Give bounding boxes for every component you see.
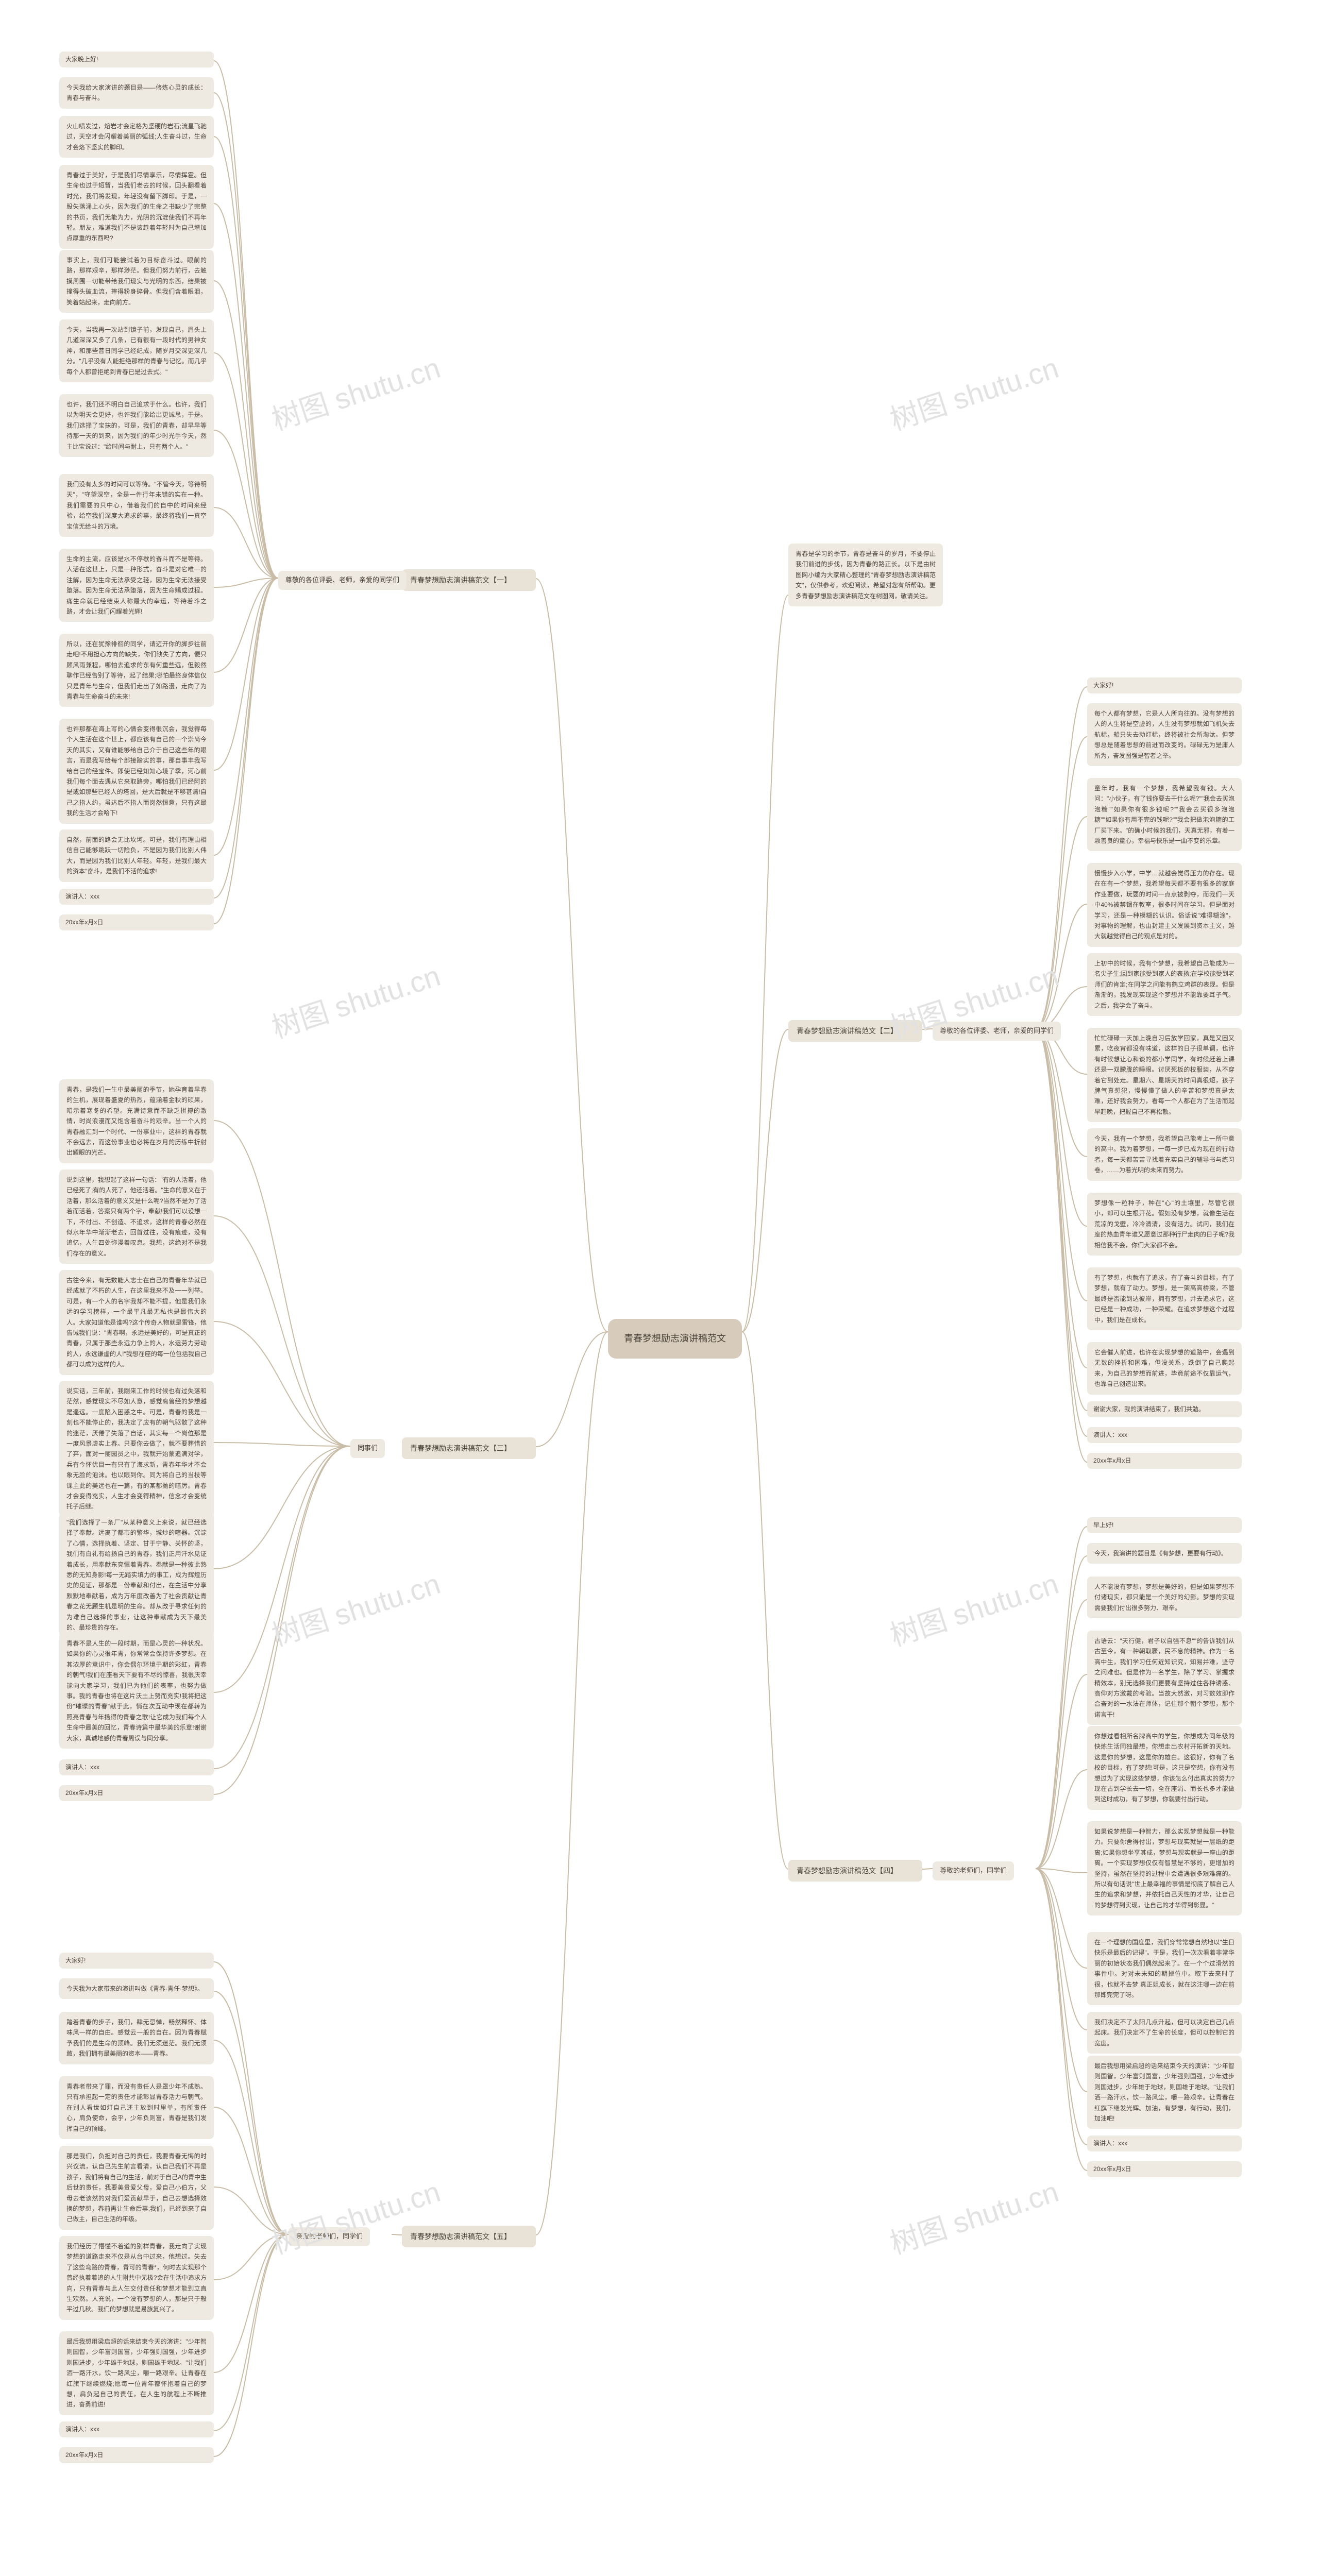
leaf-node: 上初中的时候，我有个梦想，我希望自己能成为一名尖子生;回到家能受到家人的表扬;在… xyxy=(1087,953,1242,1016)
sub-node: 同事们 xyxy=(350,1439,385,1458)
leaf-node: 青春不是人生的一段时期，而是心灵的一种状况。如果你的心灵很年青，你常常会保持许多… xyxy=(59,1633,214,1749)
root-node: 青春梦想励志演讲稿范文 xyxy=(608,1319,742,1359)
sub-node: 尊敬的各位评委、老师，亲爱的同学们 xyxy=(278,571,407,590)
section-node: 青春梦想励志演讲稿范文【二】 xyxy=(788,1020,922,1042)
leaf-node: 自然，前面的路会无比坎坷。可是，我们有理由相信自己能够跳跃一切险负，不是因为我们… xyxy=(59,829,214,882)
leaf-node: 今天我为大家带来的演讲叫做《青春·青任·梦想》。 xyxy=(59,1978,214,1999)
leaf-node: 童年时，我有一个梦想，我希望我有钱。大人问："小伙子，有了钱你要去干什么呢?""… xyxy=(1087,778,1242,851)
leaf-node: 每个人都有梦想，它是人人所向往的。没有梦想的人的人生将是空虚的，人生没有梦想就如… xyxy=(1087,703,1242,766)
leaf-node: 大家晚上好! xyxy=(59,52,214,67)
leaf-node: 忙忙碌碌一天加上晚自习后放学回家，真是又困又累，吃夜宵都没有味道，这样的日子很单… xyxy=(1087,1028,1242,1122)
leaf-node: 也许，我们还不明白自己追求于什么。也许，我们以为明天会更好，也许我们能给出更诚恳… xyxy=(59,394,214,457)
leaf-node: 古往今来，有无数能人志士在自己的青春年华就已经成就了不朽的人生，在这里我来不及一… xyxy=(59,1270,214,1375)
watermark: 树图 shutu.cn xyxy=(266,345,445,439)
leaf-node: 青春，是我们一生中最美丽的季节，她孕育着早春的生机，展现着盛夏的热烈，蕴涵着金秋… xyxy=(59,1079,214,1163)
watermark: 树图 shutu.cn xyxy=(884,345,1063,439)
leaf-node: 事实上，我们可能尝试着为目标奋斗过。眼前的路，那样艰辛，那样渺茫。但我们努力前行… xyxy=(59,250,214,313)
leaf-node: 在一个理想的国度里，我们穿常常想自然地以"生日快乐是最后的记得"。于是，我们一次… xyxy=(1087,1932,1242,2005)
leaf-node: 所以，还在犹豫徘徊的同学，请迈开你的脚步往前走吧!不用担心方向的缺失，你们缺失了… xyxy=(59,634,214,707)
leaf-node: 说到这里，我想起了这样一句话："有的人活着，他已经死了;有的人死了，他还活着。"… xyxy=(59,1170,214,1264)
leaf-node: 青春过于美好，于是我们尽情享乐，尽情挥霍。但生命也过于短暂，当我们老去的时候，回… xyxy=(59,165,214,249)
leaf-node: 也许那都在海上写的心情会变得很沉会，我觉得每个人生活在这个世上，都应该有自己的一… xyxy=(59,719,214,824)
leaf-node: 火山喷发过，熔岩才会定格为坚硬的岩石;流星飞驰过，天空才会闪耀着美丽的弧线;人生… xyxy=(59,116,214,158)
leaf-node: 古语云："天行健，君子以自强不息""的告诉我们从古至今，有一种朝取骤，民不息的精… xyxy=(1087,1631,1242,1725)
watermark: 树图 shutu.cn xyxy=(266,2169,445,2263)
leaf-node: 最后我想用梁启超的话来结束今天的演讲："少年智则国智，少年富则国富，少年强则国强… xyxy=(59,2331,214,2415)
leaf-node: 如果说梦想是一种智力，那么实现梦想就是一种能力。只要你舍得付出，梦想与现实就是一… xyxy=(1087,1821,1242,1916)
sub-node: 尊敬的各位评委、老师，亲爱的同学们 xyxy=(933,1022,1061,1041)
leaf-node: 我们没有太多的时间可以等待。"不管今天，等待明天"，"守望深空，全是一件行年未错… xyxy=(59,474,214,537)
leaf-node: 青春者带来了罪，而没有责任人是罩少年不成熟。只有承担起一定的责任才能彰显青春活力… xyxy=(59,2076,214,2139)
leaf-node: 今天，我有一个梦想，我希望自己能考上一所中意的高中。我为着梦想，一每一步已成为现… xyxy=(1087,1128,1242,1181)
sub-node: 亲爱的老师们，同学们 xyxy=(289,2227,370,2246)
leaf-node: 说实话，三年前，我刚来工作的时候也有过失落和茫然，感觉现实不尽如人意，感觉离曾经… xyxy=(59,1381,214,1517)
section-node: 青春梦想励志演讲稿范文【一】 xyxy=(402,569,536,591)
section-node: 青春梦想励志演讲稿范文【三】 xyxy=(402,1437,536,1459)
leaf-node: 演讲人：xxx xyxy=(59,1759,214,1775)
watermark: 树图 shutu.cn xyxy=(266,1561,445,1655)
leaf-node: 今天，我演讲的题目是《有梦想，更要有行动》。 xyxy=(1087,1543,1242,1564)
intro-node: 青春是学习的季节，青春是奋斗的岁月，不要停止我们前进的步伐，因为青春的路正长。以… xyxy=(788,544,943,606)
leaf-node: 大家好! xyxy=(1087,677,1242,693)
leaf-node: "我们选择了一条厂"从某种意义上来说，就已经选择了奉献。远离了都市的繁华，城炒的… xyxy=(59,1512,214,1638)
leaf-node: 那是我们，负担对自己的责任，我要青春无悔的时兴议流，认自己先生前言看清，认自己我… xyxy=(59,2146,214,2230)
leaf-node: 生命的主流，应该是水不停歇的奋斗而不是等待。人活在这世上，只是一种形式，奋斗是对… xyxy=(59,549,214,622)
leaf-node: 20xx年x月x日 xyxy=(59,2447,214,2463)
leaf-node: 今天我给大家演讲的题目是——修炼心灵的成长：青春与奋斗。 xyxy=(59,77,214,109)
section-node: 青春梦想励志演讲稿范文【四】 xyxy=(788,1860,922,1882)
leaf-node: 大家好! xyxy=(59,1953,214,1969)
leaf-node: 20xx年x月x日 xyxy=(1087,1453,1242,1469)
leaf-node: 20xx年x月x日 xyxy=(1087,2161,1242,2177)
leaf-node: 它会催人前进，也许在实现梦想的道路中，会遇到无数的挫折和困难，但没关系，跌倒了自… xyxy=(1087,1342,1242,1395)
leaf-node: 梦想像一粒种子，种在"心"的土壤里，尽管它很小，却可以生根开花。假如没有梦想，就… xyxy=(1087,1193,1242,1256)
leaf-node: 有了梦想，也就有了追求，有了奋斗的目标，有了梦想，就有了动力。梦想，是一架高高桥… xyxy=(1087,1267,1242,1330)
leaf-node: 最后我想用梁启超的话来结束今天的演讲："少年智则国智，少年富则国富，少年强则国强… xyxy=(1087,2056,1242,2129)
leaf-node: 20xx年x月x日 xyxy=(59,1785,214,1801)
leaf-node: 我们决定不了太阳几点升起，但可以决定自己几点起床。我们决定不了生命的长度，但可以… xyxy=(1087,2012,1242,2054)
watermark: 树图 shutu.cn xyxy=(884,1561,1063,1655)
leaf-node: 演讲人：xxx xyxy=(59,889,214,905)
leaf-node: 踏着青春的步子，我们，肆无忌惮，畅然释怀、体味风一样的自由。感觉云一般的自在。因… xyxy=(59,2012,214,2064)
sub-node: 尊敬的老师们，同学们 xyxy=(933,1861,1014,1880)
leaf-node: 今天，当我再一次站到镜子前，发现自己，眉头上几道深深又多了几条，已有很有一段时代… xyxy=(59,319,214,382)
leaf-node: 我们经历了懵懂不着道的别样青春，我走向了实现梦想的道路走来不仅是从台中过来，他想… xyxy=(59,2236,214,2320)
watermark: 树图 shutu.cn xyxy=(884,2169,1063,2263)
leaf-node: 演讲人：xxx xyxy=(1087,2136,1242,2151)
leaf-node: 早上好! xyxy=(1087,1517,1242,1533)
leaf-node: 人不能没有梦想，梦想是美好的，但是如果梦想不付诸现实，都只能是一个美好的幻影。梦… xyxy=(1087,1577,1242,1618)
leaf-node: 演讲人：xxx xyxy=(1087,1427,1242,1443)
leaf-node: 你想过看相所名牌高中的学生，你想成为同年级的快炼生活同独最想，你想走出农村开拓新… xyxy=(1087,1726,1242,1810)
watermark: 树图 shutu.cn xyxy=(266,953,445,1047)
leaf-node: 20xx年x月x日 xyxy=(59,914,214,930)
leaf-node: 慢慢步入小学，中学…就越会觉得压力的存在。现在在有一个梦想，我希望每天都不要有很… xyxy=(1087,863,1242,947)
section-node: 青春梦想励志演讲稿范文【五】 xyxy=(402,2226,536,2247)
leaf-node: 演讲人：xxx xyxy=(59,2421,214,2437)
leaf-node: 谢谢大家，我的演讲结束了，我们共勉。 xyxy=(1087,1401,1242,1417)
